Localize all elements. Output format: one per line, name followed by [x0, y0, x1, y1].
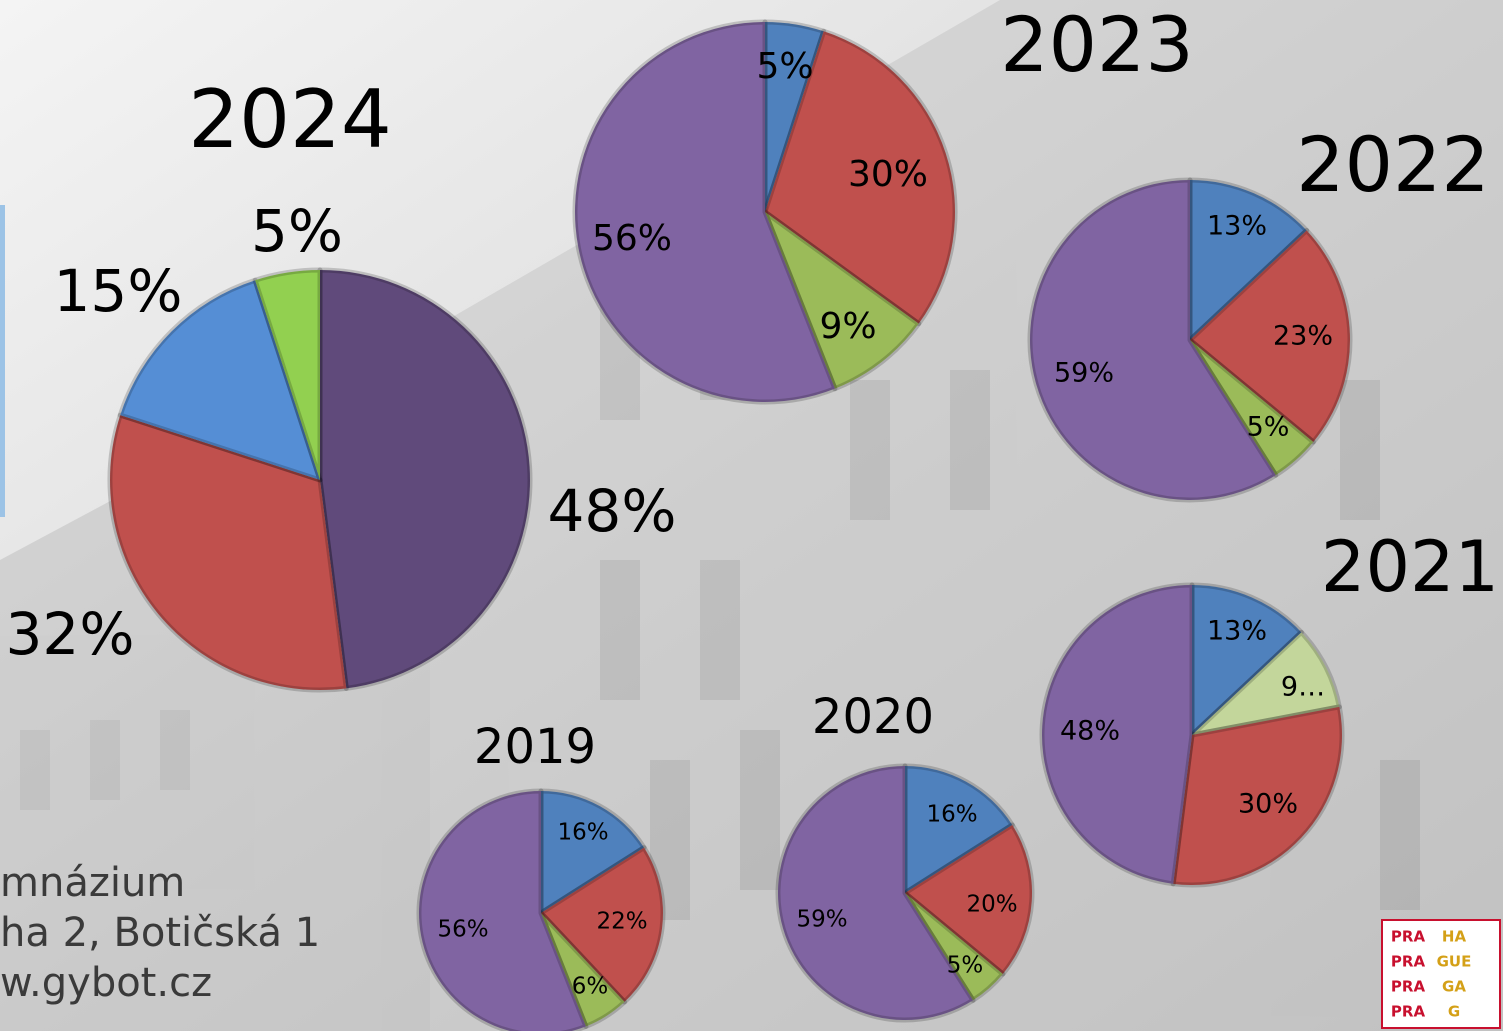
data-label: 56%: [592, 218, 672, 259]
data-label: 16%: [926, 802, 977, 828]
logo-text: PRA: [1391, 978, 1426, 996]
logo-text: PRA: [1391, 953, 1426, 971]
data-label: 16%: [557, 820, 608, 846]
logo-text: G: [1448, 1003, 1460, 1021]
data-label: 23%: [1273, 321, 1333, 352]
data-label: 30%: [848, 154, 928, 195]
data-label: 9%: [819, 306, 876, 347]
data-label: 48%: [548, 477, 677, 545]
logo-text: GA: [1442, 978, 1466, 996]
data-label: 6%: [572, 974, 609, 1000]
chart-title: 2024: [188, 73, 392, 166]
data-label: 22%: [596, 909, 647, 935]
chart-title: 2022: [1296, 120, 1489, 209]
chart-title: 2019: [474, 719, 596, 775]
logo-text: PRA: [1391, 928, 1426, 946]
slide: mnáziumha 2, Botičská 1w.gybot.cz PRAHAP…: [0, 0, 1503, 1031]
logo-text: GUE: [1437, 953, 1472, 971]
data-label: 13%: [1207, 211, 1267, 242]
data-label: 48%: [1060, 716, 1120, 747]
data-label: 5%: [1247, 412, 1290, 443]
school-line: mnázium: [0, 860, 185, 906]
logo: PRA HA PRA GUE PRA GA PRA G: [1382, 920, 1500, 1028]
logo-text: HA: [1442, 928, 1467, 946]
data-label: 32%: [6, 600, 135, 668]
data-label: 5%: [756, 46, 813, 87]
data-label: 9…: [1281, 672, 1325, 703]
data-label: 20%: [966, 892, 1017, 918]
data-label: 5%: [947, 953, 984, 979]
data-label: 13%: [1207, 616, 1267, 647]
logo-text: PRA: [1391, 1003, 1426, 1021]
data-label: 30%: [1238, 789, 1298, 820]
chart-title: 2020: [812, 689, 934, 745]
data-label: 59%: [1054, 358, 1114, 389]
data-label: 5%: [251, 197, 343, 265]
school-line: w.gybot.cz: [0, 960, 212, 1006]
accent-bar: [0, 205, 5, 517]
chart-title: 2021: [1321, 526, 1499, 608]
data-label: 15%: [54, 257, 183, 325]
data-label: 56%: [437, 917, 488, 943]
data-label: 59%: [796, 907, 847, 933]
school-line: ha 2, Botičská 1: [0, 910, 320, 956]
chart-title: 2023: [1000, 0, 1193, 89]
